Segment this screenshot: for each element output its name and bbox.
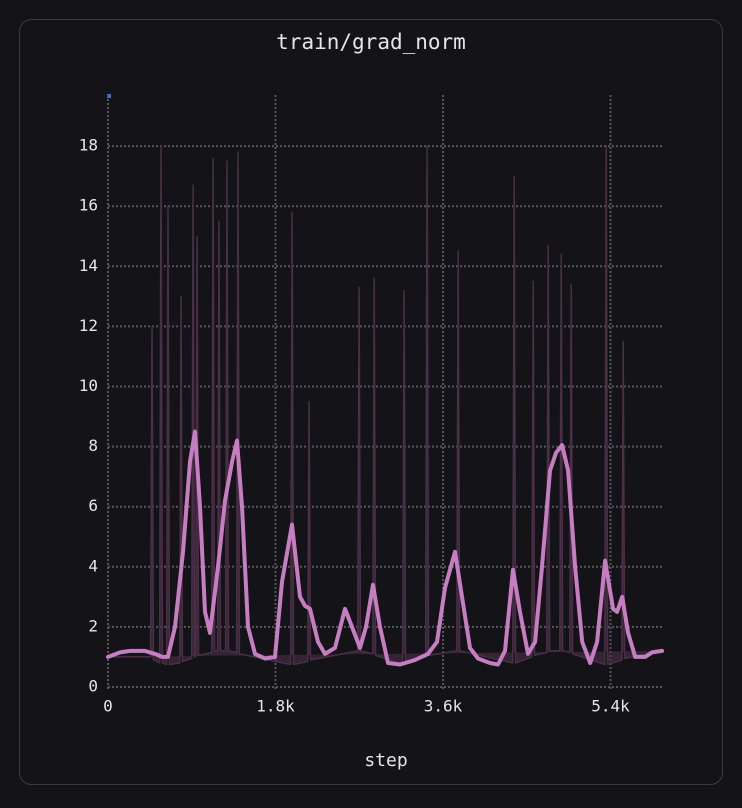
y-tick-label: 8 [88, 436, 98, 455]
y-tick-label: 2 [88, 616, 98, 635]
x-axis-label: step [364, 750, 407, 771]
y-tick-label: 6 [88, 496, 98, 515]
y-tick-label: 18 [79, 136, 98, 155]
smoothed-line [106, 429, 664, 667]
x-tick-label: 3.6k [424, 697, 463, 716]
chart-title: train/grad_norm [276, 30, 466, 54]
x-tick-label: 5.4k [591, 697, 630, 716]
y-tick-label: 10 [79, 376, 98, 395]
raw-line [107, 145, 663, 666]
y-tick-label: 4 [88, 556, 98, 575]
card [19, 19, 723, 785]
y-tick-label: 12 [79, 316, 98, 335]
x-tick-label: 1.8k [256, 697, 295, 716]
y-tick-label: 0 [88, 677, 98, 696]
x-tick-label: 0 [103, 697, 113, 716]
y-tick-label: 16 [79, 196, 98, 215]
y-tick-label: 14 [79, 256, 98, 275]
